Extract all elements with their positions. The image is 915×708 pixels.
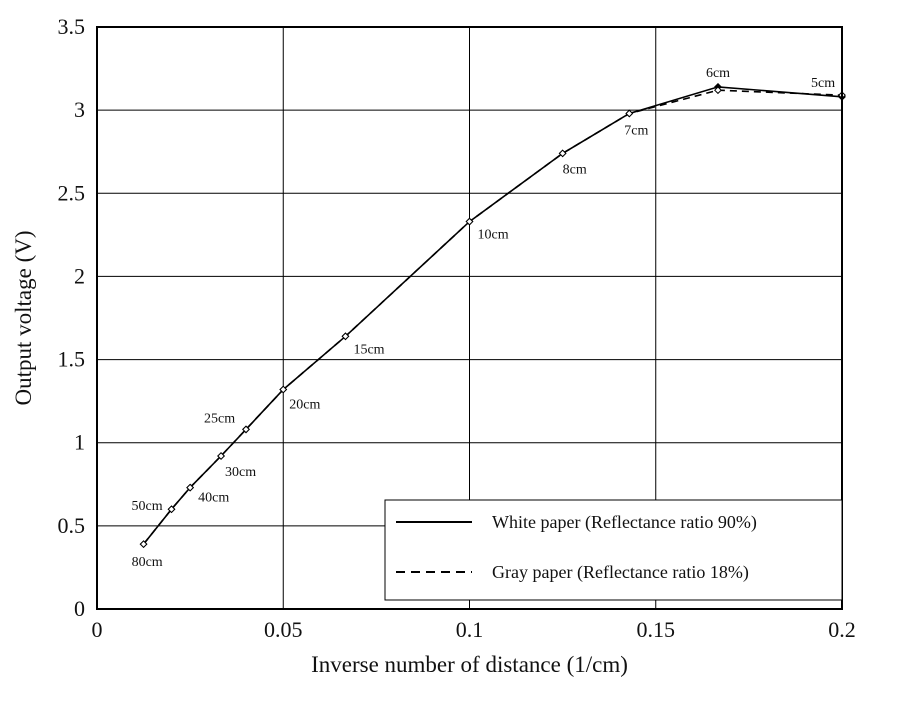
- x-tick-label: 0.05: [264, 617, 303, 642]
- point-label: 15cm: [353, 342, 384, 357]
- point-label: 5cm: [811, 76, 835, 91]
- plot-frame: [96, 26, 843, 610]
- data-point-gray-paper: [714, 86, 722, 95]
- data-point-gray-paper: [341, 332, 350, 341]
- series-line-white-paper: [142, 86, 843, 545]
- y-tick-label: 0: [74, 596, 85, 621]
- point-label: 8cm: [563, 162, 587, 177]
- data-point-gray-paper: [465, 217, 474, 226]
- point-label: 40cm: [198, 491, 229, 506]
- data-point-gray-paper: [167, 505, 176, 514]
- y-tick-label: 2: [74, 263, 85, 288]
- point-label: 20cm: [289, 398, 320, 413]
- data-point-gray-paper: [186, 483, 195, 492]
- point-label: 50cm: [132, 499, 163, 514]
- y-axis-title: Output voltage (V): [11, 230, 36, 405]
- data-point-gray-paper: [279, 385, 288, 394]
- y-tick-label: 2.5: [58, 180, 86, 205]
- y-tick-label: 0.5: [58, 513, 86, 538]
- data-point-gray-paper: [217, 452, 225, 460]
- data-point-gray-paper: [139, 540, 148, 549]
- y-tick-label: 3: [74, 97, 85, 122]
- x-axis-title: Inverse number of distance (1/cm): [311, 652, 628, 677]
- x-tick-label: 0.15: [637, 617, 676, 642]
- data-point-gray-paper: [242, 425, 250, 434]
- x-tick-label: 0: [92, 617, 103, 642]
- y-tick-label: 3.5: [58, 14, 86, 39]
- y-tick-label: 1.5: [58, 347, 86, 372]
- series-layer: [142, 86, 843, 545]
- legend-box: [384, 499, 843, 601]
- point-label: 7cm: [624, 123, 648, 138]
- point-label: 25cm: [204, 411, 235, 426]
- grid: [97, 27, 842, 609]
- y-tick-label: 1: [74, 430, 85, 455]
- point-label: 80cm: [132, 555, 163, 570]
- legend-label-gray-paper: Gray paper (Reflectance ratio 18%): [492, 562, 749, 583]
- data-point-gray-paper: [558, 149, 567, 158]
- legend: White paper (Reflectance ratio 90%) Gray…: [384, 499, 843, 601]
- point-label: 10cm: [478, 228, 509, 243]
- point-label: 30cm: [225, 465, 256, 480]
- x-tick-label: 0.1: [456, 617, 484, 642]
- x-tick-label: 0.2: [828, 617, 856, 642]
- tick-labels: 0 0.05 0.1 0.15 0.2 0 0.5 1 1.5 2 2.5 3 3.5: [58, 14, 856, 642]
- data-point-gray-paper: [625, 109, 634, 118]
- point-label: 6cm: [706, 66, 730, 81]
- legend-label-white-paper: White paper (Reflectance ratio 90%): [492, 512, 757, 533]
- point-labels: 80cm 50cm 40cm 30cm 25cm 20cm 15cm 10cm 8cm 7cm 6c…: [132, 66, 836, 570]
